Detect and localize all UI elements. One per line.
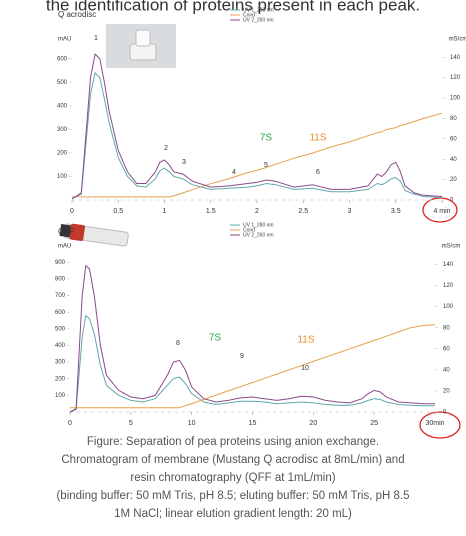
y-tick-label: 200: [55, 376, 66, 382]
peak-annotation: 4: [232, 169, 236, 176]
legend-label: UV 1_280 nm: [243, 222, 274, 228]
chart-title: Q acrodisc: [58, 10, 96, 19]
y-tick-label: 400: [55, 343, 66, 349]
caption-line: Figure: Separation of pea proteins using…: [87, 436, 379, 448]
y2-tick-label: 20: [443, 389, 450, 395]
y-tick-label: 300: [57, 127, 68, 133]
y-tick-label: 100: [57, 174, 68, 180]
caption-line: (binding buffer: 50 mM Tris, pH 8.5; elu…: [56, 490, 409, 502]
series-line: [69, 264, 435, 413]
y2-tick-label: 140: [450, 55, 461, 61]
y2-tick-label: 100: [443, 304, 454, 310]
x-tick-label: 2: [255, 208, 259, 215]
series-line: [69, 314, 435, 413]
y2-tick-label: 20: [450, 177, 457, 183]
x-tick-label: 15: [249, 420, 257, 427]
y2-tick-label: 80: [443, 325, 450, 331]
x-tick-label: 20: [309, 420, 317, 427]
header-text: the identification of proteins present i…: [46, 0, 420, 14]
highlight-circle: [419, 411, 461, 439]
peak-annotation: 3: [182, 159, 186, 166]
peak-annotation: 7S: [209, 333, 222, 344]
y-tick-label: 300: [55, 360, 66, 366]
legend-label: UV 2_260 nm: [243, 232, 274, 238]
y2-tick-label: 120: [450, 75, 461, 81]
peak-annotation: 9: [240, 353, 244, 360]
x-tick-label: 5: [129, 420, 133, 427]
x-tick-label: 0: [68, 420, 72, 427]
x-tick-label: 10: [188, 420, 196, 427]
y-tick-label: 100: [55, 393, 66, 399]
y2-tick-label: 40: [450, 157, 457, 163]
y-tick-label: 800: [55, 277, 66, 283]
legend-label: Cond: [243, 12, 255, 18]
peak-annotation: 7S: [260, 133, 273, 144]
chart-title: QFF: [58, 227, 74, 236]
x-tick-label: 0.5: [113, 208, 123, 215]
y2-tick-label: 0: [443, 410, 447, 416]
x-tick-label: 0: [70, 208, 74, 215]
highlight-circle: [422, 197, 458, 223]
legend-label: UV 1_280 nm: [243, 7, 274, 13]
y2-tick-label: 120: [443, 283, 454, 289]
y-tick-label: 200: [57, 151, 68, 157]
peak-annotation: 1: [94, 35, 98, 42]
peak-annotation: 8: [176, 340, 180, 347]
x-tick-label: 25: [370, 420, 378, 427]
x-tick-label: 4 min: [433, 208, 450, 215]
y2-tick-label: 60: [443, 346, 450, 352]
y-tick-label: 700: [55, 293, 66, 299]
y-tick-label: 500: [55, 326, 66, 332]
series-line: [71, 71, 443, 200]
peak-annotation: 11S: [309, 133, 326, 144]
legend-label: UV 2_260 nm: [243, 17, 274, 23]
y-tick-label: 600: [57, 56, 68, 62]
x-tick-label: 30min: [425, 420, 444, 427]
y2-tick-label: 40: [443, 367, 450, 373]
y2-tick-label: 100: [450, 96, 461, 102]
y-tick-label: 600: [55, 310, 66, 316]
y-axis-label: mAU: [58, 244, 71, 250]
peak-annotation: 10: [301, 365, 309, 372]
y2-tick-label: 80: [450, 116, 457, 122]
qff-photo: [59, 223, 129, 247]
y2-axis-label: mS/cm: [442, 244, 461, 250]
y-tick-label: 500: [57, 80, 68, 86]
y-tick-label: 900: [55, 260, 66, 266]
legend-label: Cond: [243, 227, 255, 233]
x-tick-label: 3: [348, 208, 352, 215]
caption-line: resin chromatography (QFF at 1mL/min): [130, 472, 335, 484]
x-tick-label: 1.5: [206, 208, 216, 215]
caption-line: Chromatogram of membrane (Mustang Q acro…: [61, 454, 404, 466]
x-tick-label: 1: [163, 208, 167, 215]
y2-axis-label: mS/cm: [449, 37, 466, 43]
acrodisc-photo: [106, 24, 176, 68]
y-axis-label: mAU: [58, 37, 71, 43]
x-tick-label: 3.5: [391, 208, 401, 215]
y2-tick-label: 60: [450, 136, 457, 142]
series-line: [71, 53, 443, 200]
y2-tick-label: 0: [450, 198, 454, 204]
peak-annotation: 11S: [297, 335, 314, 346]
peak-annotation: 6: [316, 169, 320, 176]
peak-annotation: 2: [164, 145, 168, 152]
peak-annotation: 5: [264, 162, 268, 169]
y2-tick-label: 140: [443, 262, 454, 268]
x-tick-label: 2.5: [298, 208, 308, 215]
series-line: [72, 112, 443, 198]
caption-line: 1M NaCl; linear elution gradient length:…: [114, 508, 352, 520]
y-tick-label: 400: [57, 103, 68, 109]
series-line: [70, 324, 436, 409]
